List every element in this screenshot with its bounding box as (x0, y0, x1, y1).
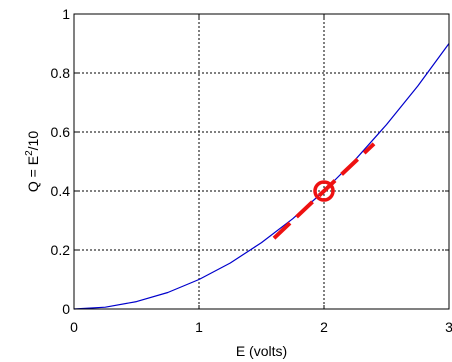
x-tick-label: 3 (445, 319, 452, 335)
curve-line (73, 43, 450, 310)
operating-point-marker (313, 180, 335, 202)
y-tick-label: 0.4 (51, 183, 71, 199)
marker-layer (313, 180, 335, 202)
y-tick-label: 1 (62, 6, 70, 22)
y-tick-label: 0 (62, 301, 70, 317)
ticks: 0 1 2 3 0 0.2 0.4 0.6 0.8 1 (51, 6, 452, 335)
y-axis-label-superscript: 2 (24, 150, 35, 156)
x-tick-label: 2 (320, 319, 328, 335)
y-tick-label: 0.2 (51, 242, 71, 258)
plot-background (74, 14, 449, 309)
y-axis-label: Q = E2/10 (24, 131, 41, 192)
y-tick-label: 0.6 (51, 124, 71, 140)
plot-frame (73, 13, 450, 310)
x-tick-label: 1 (195, 319, 203, 335)
tangent-line (272, 142, 376, 240)
y-axis-label-prefix: Q = E (25, 156, 41, 192)
grid (74, 14, 449, 309)
x-axis-label: E (volts) (236, 343, 287, 359)
series-layer (73, 43, 450, 310)
y-axis-label-suffix: /10 (25, 131, 41, 151)
x-tick-label: 0 (70, 319, 78, 335)
y-tick-label: 0.8 (51, 65, 71, 81)
